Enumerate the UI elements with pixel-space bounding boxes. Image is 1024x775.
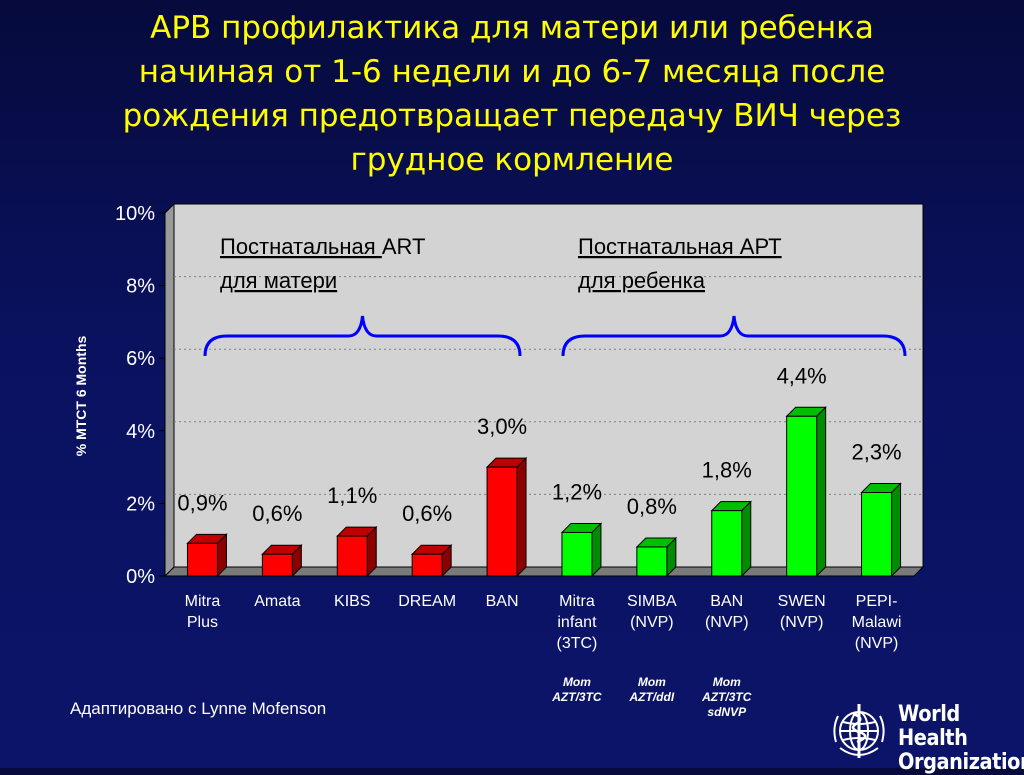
y-tick-label: 4% xyxy=(126,421,155,443)
bar-note: Mom xyxy=(638,675,666,689)
bar-side xyxy=(516,456,527,578)
group-brace xyxy=(561,315,907,357)
bar-value-label: 0,6% xyxy=(402,501,452,526)
bar-note: AZT/3TC xyxy=(701,690,752,704)
bar-value-label: 0,8% xyxy=(627,494,677,519)
bar-value-label: 4,4% xyxy=(777,363,827,388)
x-tick-label: BAN xyxy=(486,593,519,610)
x-tick-label: BAN xyxy=(710,593,743,610)
bar-value-label: 1,8% xyxy=(702,458,752,483)
bar-front xyxy=(711,510,743,577)
who-emblem-icon xyxy=(833,704,885,758)
x-tick-label: (NVP) xyxy=(855,635,899,652)
bar-front xyxy=(411,553,443,577)
bar xyxy=(336,525,378,578)
bar xyxy=(485,456,528,578)
bar-note: AZT/ddI xyxy=(629,690,675,704)
bar xyxy=(785,406,827,578)
bar-note: sdNVP xyxy=(707,705,747,719)
source-credit: Адаптировано с Lynne Mofenson xyxy=(70,699,327,718)
bar-front xyxy=(636,546,668,577)
page-title: АРВ профилактика для матери или ребенка … xyxy=(20,6,1004,182)
bar xyxy=(710,500,752,578)
x-tick-label: Plus xyxy=(187,614,218,631)
bar xyxy=(261,544,303,578)
x-tick-label: DREAM xyxy=(398,593,456,610)
x-tick-label: Mitra xyxy=(185,593,221,610)
bar-side xyxy=(816,406,827,578)
bar-front xyxy=(561,531,593,577)
bar xyxy=(860,482,902,578)
bar-side xyxy=(741,500,752,578)
bar-value-label: 1,2% xyxy=(552,479,602,504)
group-header-line-2: для ребенка xyxy=(578,268,706,293)
y-tick-label: 0% xyxy=(126,566,155,588)
bar-value-label: 1,1% xyxy=(327,483,377,508)
bar xyxy=(560,522,603,578)
x-tick-label: KIBS xyxy=(334,593,370,610)
y-tick-label: 2% xyxy=(126,493,155,515)
x-tick-label: SIMBA xyxy=(627,593,677,610)
title-line-2: начиная от 1-6 недели и до 6-7 месяца по… xyxy=(138,54,886,90)
group-header-line-1: Постнатальная ART xyxy=(220,234,425,259)
bar-value-label: 2,3% xyxy=(851,440,901,465)
x-tick-label: PEPI- xyxy=(856,593,898,610)
bar-note: Mom xyxy=(713,675,741,689)
x-tick-label: (NVP) xyxy=(780,614,824,631)
x-tick-label: SWEN xyxy=(778,593,826,610)
bar xyxy=(410,544,453,578)
x-tick-label: infant xyxy=(557,614,597,631)
who-logo-text: World Health Organization xyxy=(898,703,1024,775)
y-tick-label: 8% xyxy=(126,276,155,298)
x-tick-label: (NVP) xyxy=(705,614,749,631)
who-logo-line-2: Organization xyxy=(898,750,1024,775)
y-tick-label: 10% xyxy=(115,203,155,225)
bar-note: AZT/3TC xyxy=(551,690,602,704)
x-tick-label: (NVP) xyxy=(630,614,674,631)
bar-front xyxy=(786,415,818,577)
group-header-underlined: Постнатальная xyxy=(220,234,382,259)
title-line-4: грудное кормление xyxy=(350,142,674,178)
group-header-suffix: ART xyxy=(382,234,426,259)
x-tick-label: Malawi xyxy=(852,614,902,631)
bar-front xyxy=(486,466,518,577)
group-brace xyxy=(203,315,522,357)
x-tick-label: Amata xyxy=(254,593,300,610)
title-line-1: АРВ профилактика для матери или ребенка xyxy=(150,10,874,46)
bar-front xyxy=(186,542,218,577)
bar-front xyxy=(261,553,293,577)
bar-note: Mom xyxy=(563,675,591,689)
y-axis-label: % MTCT 6 Months xyxy=(73,336,89,457)
title-line-3: рождения предотвращает передачу ВИЧ чере… xyxy=(122,98,902,134)
bar-value-label: 3,0% xyxy=(477,414,527,439)
bar xyxy=(186,533,228,578)
bar-side xyxy=(891,482,902,578)
x-tick-label: Mitra xyxy=(559,593,595,610)
group-header-underlined: Постнатальная АРТ xyxy=(578,234,782,259)
group-header-line-2: для матери xyxy=(220,268,337,293)
y-tick-label: 6% xyxy=(126,348,155,370)
who-logo-line-1: World Health xyxy=(898,702,968,751)
bar-value-label: 0,9% xyxy=(177,490,227,515)
x-tick-label: (3TC) xyxy=(557,635,598,652)
bar xyxy=(635,536,678,578)
bar-front xyxy=(861,492,893,577)
plot-left-wall xyxy=(164,202,175,578)
bar-value-label: 0,6% xyxy=(252,501,302,526)
group-header-line-1: Постнатальная АРТ xyxy=(578,234,782,259)
bar-front xyxy=(336,535,368,577)
